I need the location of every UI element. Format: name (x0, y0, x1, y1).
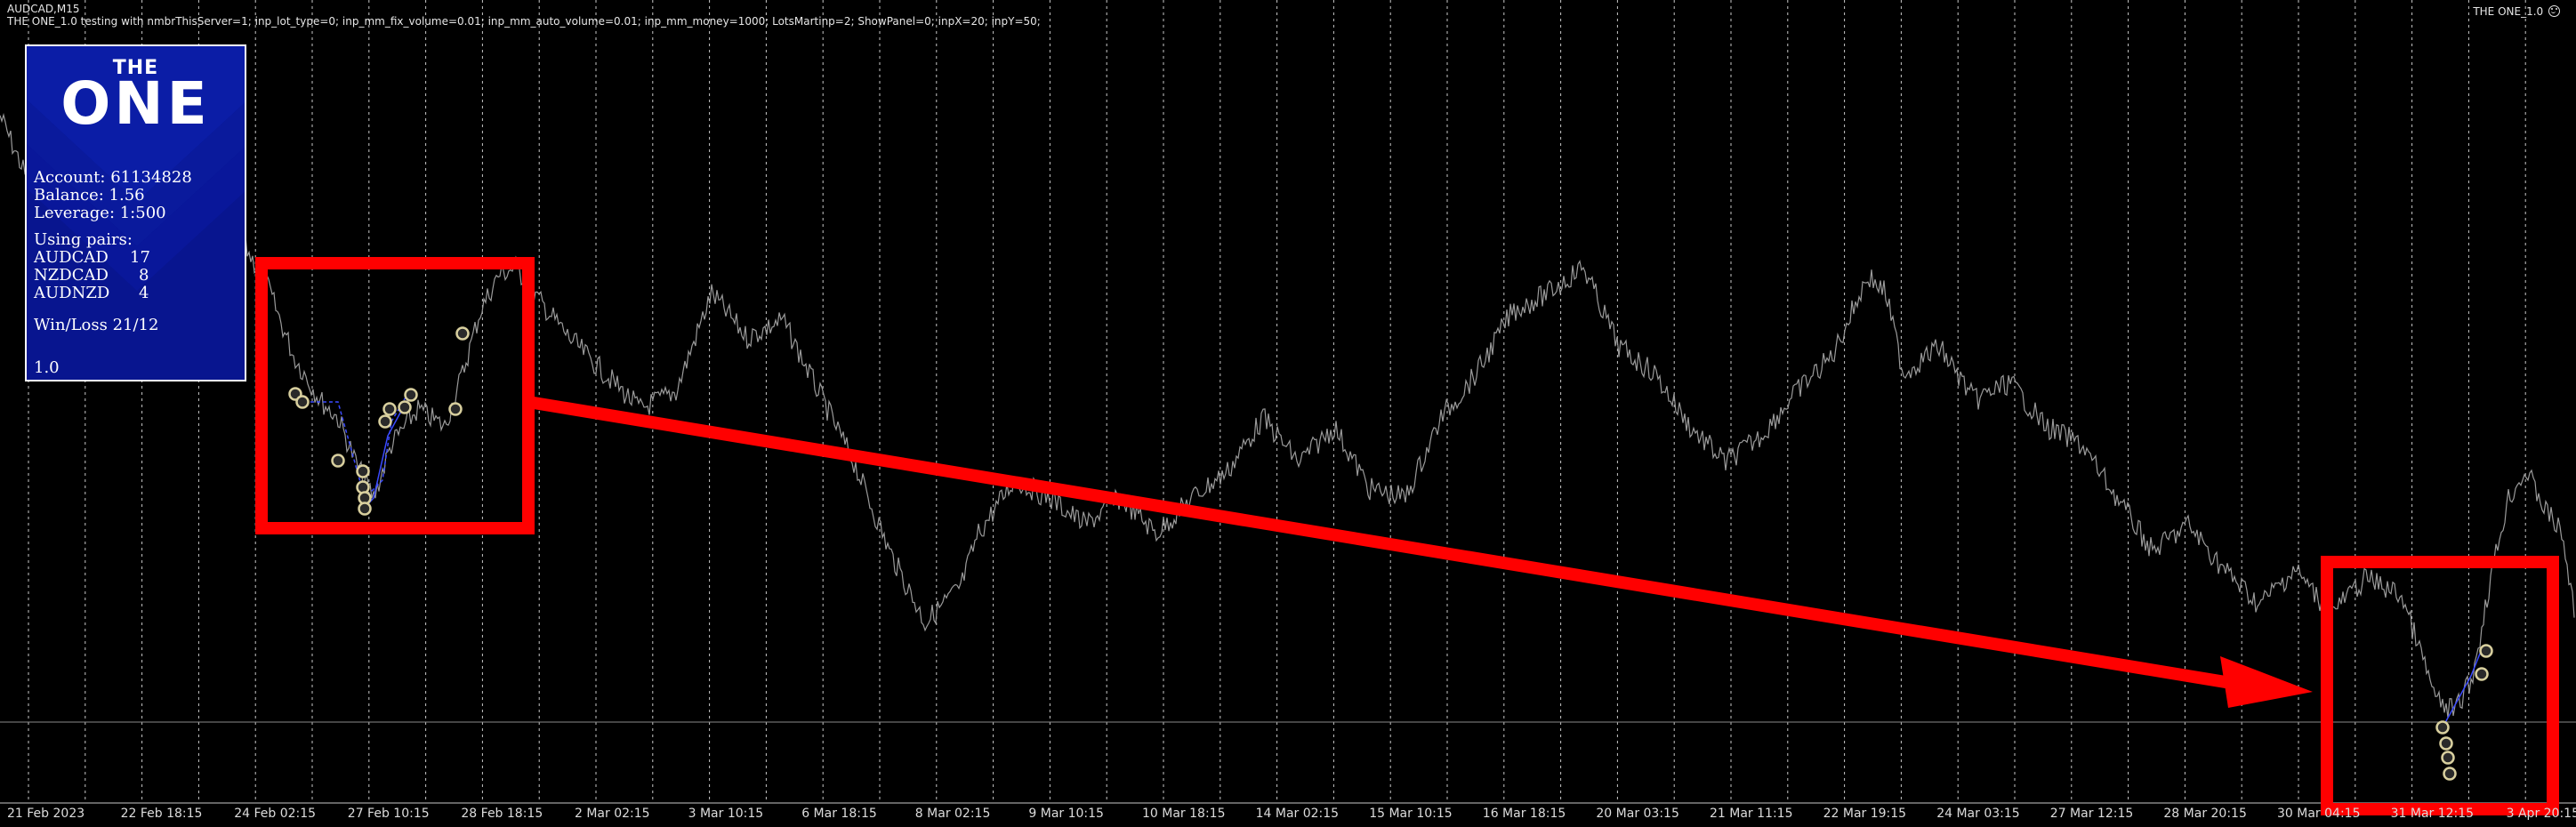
time-axis-label: 22 Feb 18:15 (120, 807, 203, 821)
expert-name-label[interactable]: THE ONE_1.0 (2473, 5, 2560, 18)
pair-row: AUDCAD 17 (34, 248, 150, 267)
trade-circle-group (288, 326, 2493, 781)
time-axis-label: 6 Mar 18:15 (801, 807, 877, 821)
time-axis-label: 2 Mar 02:15 (575, 807, 650, 821)
using-pairs-label: Using pairs: (34, 230, 133, 249)
trade-marker[interactable] (356, 464, 370, 478)
trade-marker[interactable] (295, 395, 310, 409)
trade-marker[interactable] (2443, 767, 2457, 781)
time-axis-label: 27 Mar 12:15 (2049, 807, 2134, 821)
time-axis-label: 21 Feb 2023 (7, 807, 85, 821)
logo-the-text: THE (112, 57, 159, 79)
pair-row: NZDCAD 8 (34, 266, 149, 285)
symbol-timeframe-label: AUDCAD,M15 (7, 3, 80, 15)
trade-marker[interactable] (2441, 751, 2455, 765)
trade-marker[interactable] (2439, 736, 2453, 751)
time-axis-label: 14 Mar 02:15 (1255, 807, 1340, 821)
leverage-text: Leverage: 1:500 (34, 204, 166, 222)
time-axis-label: 9 Mar 10:15 (1028, 807, 1104, 821)
trade-marker[interactable] (448, 402, 463, 416)
trade-marker[interactable] (358, 502, 372, 516)
arrow-right-icon (2220, 656, 2313, 708)
smiley-face-icon (2548, 5, 2560, 17)
time-axis-label: 22 Mar 19:15 (1823, 807, 1907, 821)
right-highlight-box (2321, 556, 2559, 815)
expert-name-text: THE ONE_1.0 (2473, 5, 2544, 18)
trade-marker[interactable] (382, 402, 397, 416)
time-axis-label: 28 Feb 18:15 (461, 807, 543, 821)
time-axis-label: 27 Feb 10:15 (347, 807, 430, 821)
version-text: 1.0 (34, 358, 60, 377)
time-axis-label: 16 Mar 18:15 (1482, 807, 1566, 821)
time-axis-label: 24 Mar 03:15 (1936, 807, 2020, 821)
pair-row: AUDNZD 4 (34, 284, 149, 302)
time-axis-label: 31 Mar 12:15 (2390, 807, 2475, 821)
trade-marker[interactable] (455, 326, 470, 341)
trade-marker[interactable] (2435, 720, 2450, 735)
trade-markers (294, 390, 2483, 728)
panel-chevron-background (27, 46, 245, 291)
trade-marker[interactable] (398, 400, 412, 414)
price-line (0, 112, 2575, 719)
trade-marker[interactable] (2479, 644, 2493, 658)
time-axis-label: 10 Mar 18:15 (1142, 807, 1226, 821)
vertical-grid (0, 0, 2576, 804)
arrow-shaft (527, 396, 2243, 691)
info-panel: THE ONE Account: 61134828 Balance: 1.56 … (25, 44, 246, 381)
trade-marker[interactable] (2475, 667, 2489, 681)
time-axis-label: 28 Mar 20:15 (2163, 807, 2247, 821)
logo-one-text: ONE (60, 69, 211, 138)
time-axis-label: 21 Mar 11:15 (1710, 807, 1793, 821)
time-axis-label: 30 Mar 04:15 (2277, 807, 2361, 821)
time-axis-label: 3 Mar 10:15 (688, 807, 764, 821)
time-axis-label: 8 Mar 02:15 (914, 807, 991, 821)
tester-info-label: THE ONE_1.0 testing with nmbrThisServer=… (7, 15, 1041, 28)
time-axis-label: 24 Feb 02:15 (234, 807, 317, 821)
balance-text: Balance: 1.56 (34, 186, 145, 205)
time-axis-label: 20 Mar 03:15 (1596, 807, 1679, 821)
trade-marker[interactable] (404, 388, 418, 402)
trade-marker[interactable] (331, 454, 345, 468)
trade-line (2442, 648, 2483, 728)
trade-marker[interactable] (378, 414, 392, 429)
time-axis-label: 15 Mar 10:15 (1369, 807, 1453, 821)
win-loss-text: Win/Loss 21/12 (34, 316, 159, 334)
left-highlight-box (255, 257, 535, 534)
account-text: Account: 61134828 (34, 168, 192, 187)
time-axis-label: 3 Apr 20:15 (2506, 807, 2576, 821)
